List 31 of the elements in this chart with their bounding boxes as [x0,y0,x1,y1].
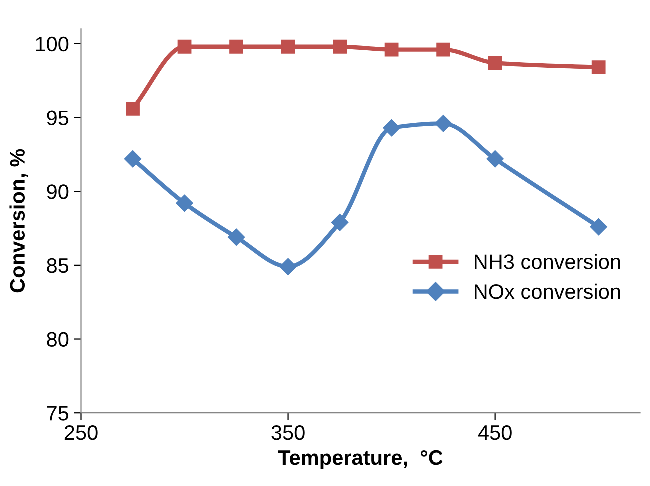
point [333,40,347,54]
point [488,56,502,70]
point [331,214,349,232]
y-tick-label: 85 [47,258,69,274]
x-tick-label: 350 [272,425,305,440]
point [435,115,452,132]
y-tick-label: 95 [47,110,69,126]
point [126,102,140,116]
legend-label: NH3 conversion [475,254,620,270]
point [436,42,451,57]
y-tick-label: 80 [47,332,69,348]
legend-label: NOx conversion [475,284,620,300]
point [280,258,297,276]
point [124,150,142,168]
x-axis-title: Temperature, °C [278,450,443,470]
y-axis-title: Conversion, % [10,149,28,293]
point [281,40,296,54]
point [592,60,606,74]
point [230,40,244,54]
x-tick-label: 250 [64,425,98,440]
x-tick-label: 450 [478,425,512,440]
point [590,218,608,236]
point [384,42,399,57]
point [178,40,192,54]
point [228,228,246,246]
point [383,120,400,137]
point [176,194,194,212]
y-tick-label: 75 [47,406,69,421]
y-tick-label: 100 [36,36,69,52]
y-tick-label: 90 [47,184,69,200]
point [486,150,504,168]
